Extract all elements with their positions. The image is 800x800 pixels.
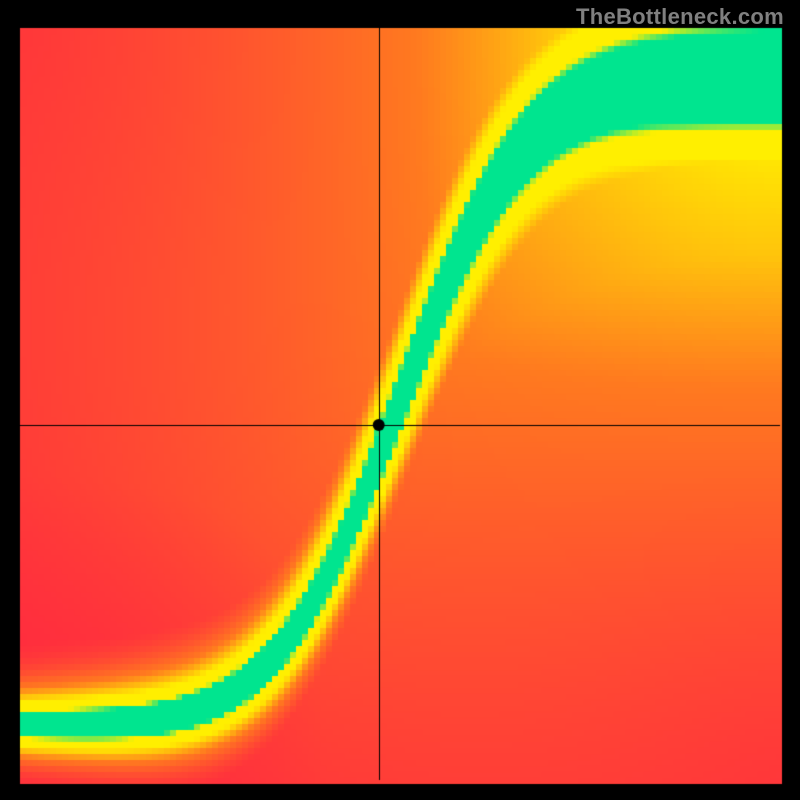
watermark-text: TheBottleneck.com (576, 4, 784, 30)
bottleneck-heatmap-container: TheBottleneck.com (0, 0, 800, 800)
heatmap-canvas (0, 0, 800, 800)
